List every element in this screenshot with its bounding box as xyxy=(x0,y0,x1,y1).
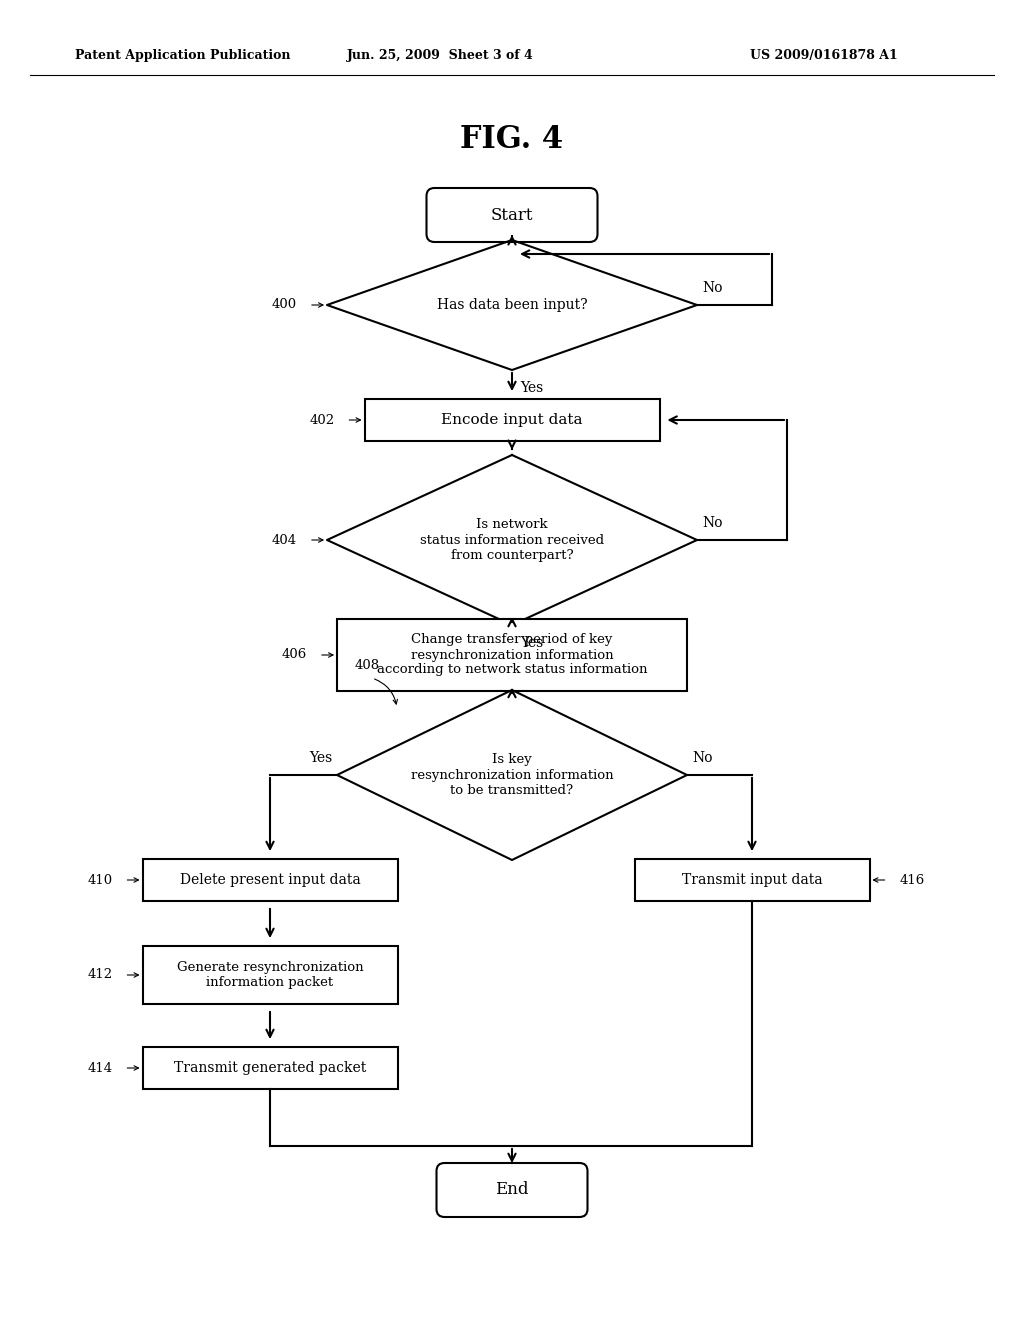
Polygon shape xyxy=(337,690,687,861)
Text: Yes: Yes xyxy=(520,636,544,649)
Text: No: No xyxy=(702,281,723,294)
Polygon shape xyxy=(327,240,697,370)
Text: No: No xyxy=(692,751,713,766)
Text: Yes: Yes xyxy=(309,751,332,766)
Text: Generate resynchronization
information packet: Generate resynchronization information p… xyxy=(177,961,364,989)
Text: Patent Application Publication: Patent Application Publication xyxy=(75,49,291,62)
Text: End: End xyxy=(496,1181,528,1199)
Text: Change transfer period of key
resynchronization information
according to network: Change transfer period of key resynchron… xyxy=(377,634,647,676)
Text: Jun. 25, 2009  Sheet 3 of 4: Jun. 25, 2009 Sheet 3 of 4 xyxy=(347,49,534,62)
Bar xyxy=(337,619,687,690)
Bar xyxy=(142,859,397,902)
Text: Is key
resynchronization information
to be transmitted?: Is key resynchronization information to … xyxy=(411,754,613,796)
Text: Encode input data: Encode input data xyxy=(441,413,583,426)
Text: Start: Start xyxy=(490,206,534,223)
Text: 406: 406 xyxy=(282,648,307,661)
Text: Transmit generated packet: Transmit generated packet xyxy=(174,1061,367,1074)
Polygon shape xyxy=(327,455,697,624)
Text: US 2009/0161878 A1: US 2009/0161878 A1 xyxy=(750,49,898,62)
Text: Is network
status information received
from counterpart?: Is network status information received f… xyxy=(420,519,604,561)
Text: 408: 408 xyxy=(354,659,380,672)
FancyBboxPatch shape xyxy=(427,187,597,242)
Text: 400: 400 xyxy=(272,298,297,312)
Bar xyxy=(635,859,869,902)
Text: 416: 416 xyxy=(899,874,925,887)
FancyBboxPatch shape xyxy=(436,1163,588,1217)
Bar xyxy=(142,946,397,1005)
Text: Has data been input?: Has data been input? xyxy=(436,298,588,312)
Text: 404: 404 xyxy=(272,533,297,546)
Text: 414: 414 xyxy=(87,1061,113,1074)
Text: Yes: Yes xyxy=(520,381,544,395)
Text: 410: 410 xyxy=(87,874,113,887)
Bar xyxy=(142,1047,397,1089)
Text: Transmit input data: Transmit input data xyxy=(682,873,822,887)
Text: 402: 402 xyxy=(309,413,335,426)
Text: No: No xyxy=(702,516,723,531)
Text: Delete present input data: Delete present input data xyxy=(179,873,360,887)
Text: FIG. 4: FIG. 4 xyxy=(461,124,563,156)
Text: 412: 412 xyxy=(87,969,113,982)
Bar xyxy=(365,399,659,441)
